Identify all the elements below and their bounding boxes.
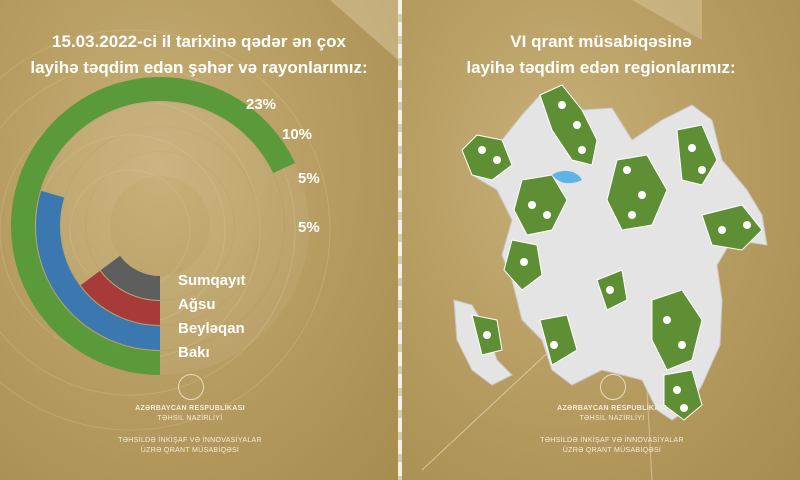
ministry-emblem-icon <box>178 374 204 400</box>
ministry-emblem-icon <box>600 374 626 400</box>
bar-ağsu <box>80 270 161 325</box>
category-label-beyleqan: Beyləqan <box>178 320 245 337</box>
radial-bar-chart <box>11 77 309 375</box>
bar-beyləqan <box>36 190 161 350</box>
footer-sub-line2: ÜZRƏ QRANT MÜSABİQƏSİ <box>562 447 662 454</box>
footer-org-line2: TƏHSİL NAZİRLİYİ <box>157 415 223 422</box>
map-title-line2: layihə təqdim edən regionlarımız: <box>466 58 736 77</box>
left-panel: 15.03.2022-ci il tarixinə qədər ən çox l… <box>0 0 398 480</box>
footer-sub-line1: TƏHSİLDƏ İNKİŞAF VƏ İNNOVASİYALAR <box>118 437 262 444</box>
right-panel: VI qrant müsabiqəsinə layihə təqdim edən… <box>402 0 800 480</box>
chart-title-line2: layihə təqdim edən şəhər və rayonlarımız… <box>30 58 368 77</box>
footer-org-line2: TƏHSİL NAZİRLİYİ <box>579 415 645 422</box>
value-label-beyleqan: 10% <box>282 126 313 143</box>
value-label-baki: 23% <box>246 96 277 113</box>
bar-bakı <box>11 77 296 375</box>
footer-org-line1: AZƏRBAYCAN RESPUBLİKASI <box>135 405 245 412</box>
bar-sumqayıt <box>100 255 161 300</box>
chart-title-line1: 15.03.2022-ci il tarixinə qədər ən çox <box>52 32 346 51</box>
panel-divider <box>398 0 402 480</box>
category-label-baki: Bakı <box>178 344 210 361</box>
azerbaijan-region-map <box>453 84 768 421</box>
footer-org-line1: AZƏRBAYCAN RESPUBLİKASI <box>557 405 667 412</box>
value-label-agsu: 5% <box>298 170 320 187</box>
footer-sub-line1: TƏHSİLDƏ İNKİŞAF VƏ İNNOVASİYALAR <box>540 437 684 444</box>
footer-sub-line2: ÜZRƏ QRANT MÜSABİQƏSİ <box>140 447 240 454</box>
value-label-sumqayit: 5% <box>298 219 320 236</box>
category-label-sumqayit: Sumqayıt <box>178 272 246 289</box>
map-title-line1: VI qrant müsabiqəsinə <box>510 32 692 51</box>
category-label-agsu: Ağsu <box>178 296 216 313</box>
